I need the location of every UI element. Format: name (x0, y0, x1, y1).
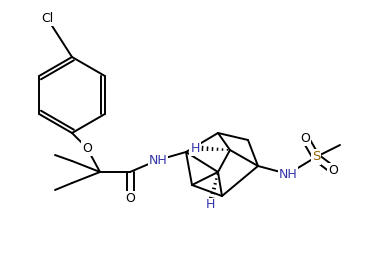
Text: Cl: Cl (41, 11, 53, 25)
Text: H: H (190, 142, 200, 155)
Text: O: O (82, 142, 92, 155)
Text: H: H (205, 198, 215, 211)
Text: NH: NH (149, 154, 167, 167)
Text: NH: NH (279, 167, 297, 180)
Text: O: O (125, 191, 135, 205)
Text: O: O (328, 163, 338, 176)
Text: O: O (300, 132, 310, 144)
Text: S: S (312, 151, 320, 163)
